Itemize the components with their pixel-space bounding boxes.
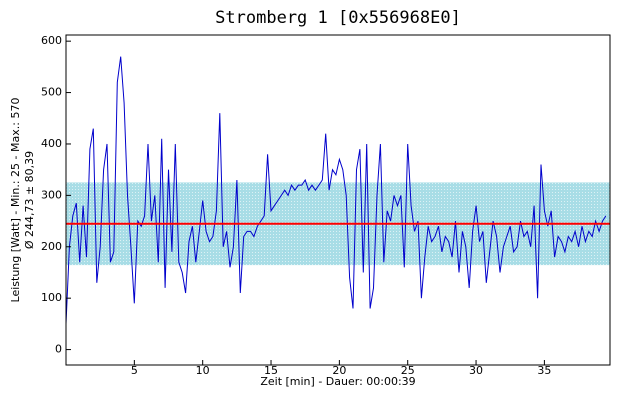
- x-tick-label: 20: [332, 364, 346, 377]
- chart-title: Stromberg 1 [0x556968E0]: [215, 8, 461, 28]
- y-tick-label: 600: [41, 34, 62, 47]
- x-tick-label: 25: [401, 364, 415, 377]
- x-tick-label: 5: [131, 364, 138, 377]
- x-tick-label: 30: [469, 364, 483, 377]
- x-tick-label: 10: [196, 364, 210, 377]
- y-axis-label-stats: Ø 244,73 ± 80,39: [23, 151, 36, 249]
- y-tick-label: 500: [41, 86, 62, 99]
- plot-area: [66, 56, 610, 324]
- x-tick-label: 15: [264, 364, 278, 377]
- y-tick-label: 400: [41, 137, 62, 150]
- power-line: [66, 56, 607, 324]
- y-tick-label: 0: [55, 343, 62, 356]
- x-axis-label: Zeit [min] - Dauer: 00:00:39: [260, 375, 415, 388]
- plot-frame: [65, 34, 611, 366]
- y-tick-label: 200: [41, 240, 62, 253]
- x-tick-label: 35: [537, 364, 551, 377]
- y-tick-label: 300: [41, 188, 62, 201]
- y-tick-label: 100: [41, 291, 62, 304]
- y-axis-label: Leistung [Watt] - Min.: 25 - Max.: 570: [9, 98, 22, 303]
